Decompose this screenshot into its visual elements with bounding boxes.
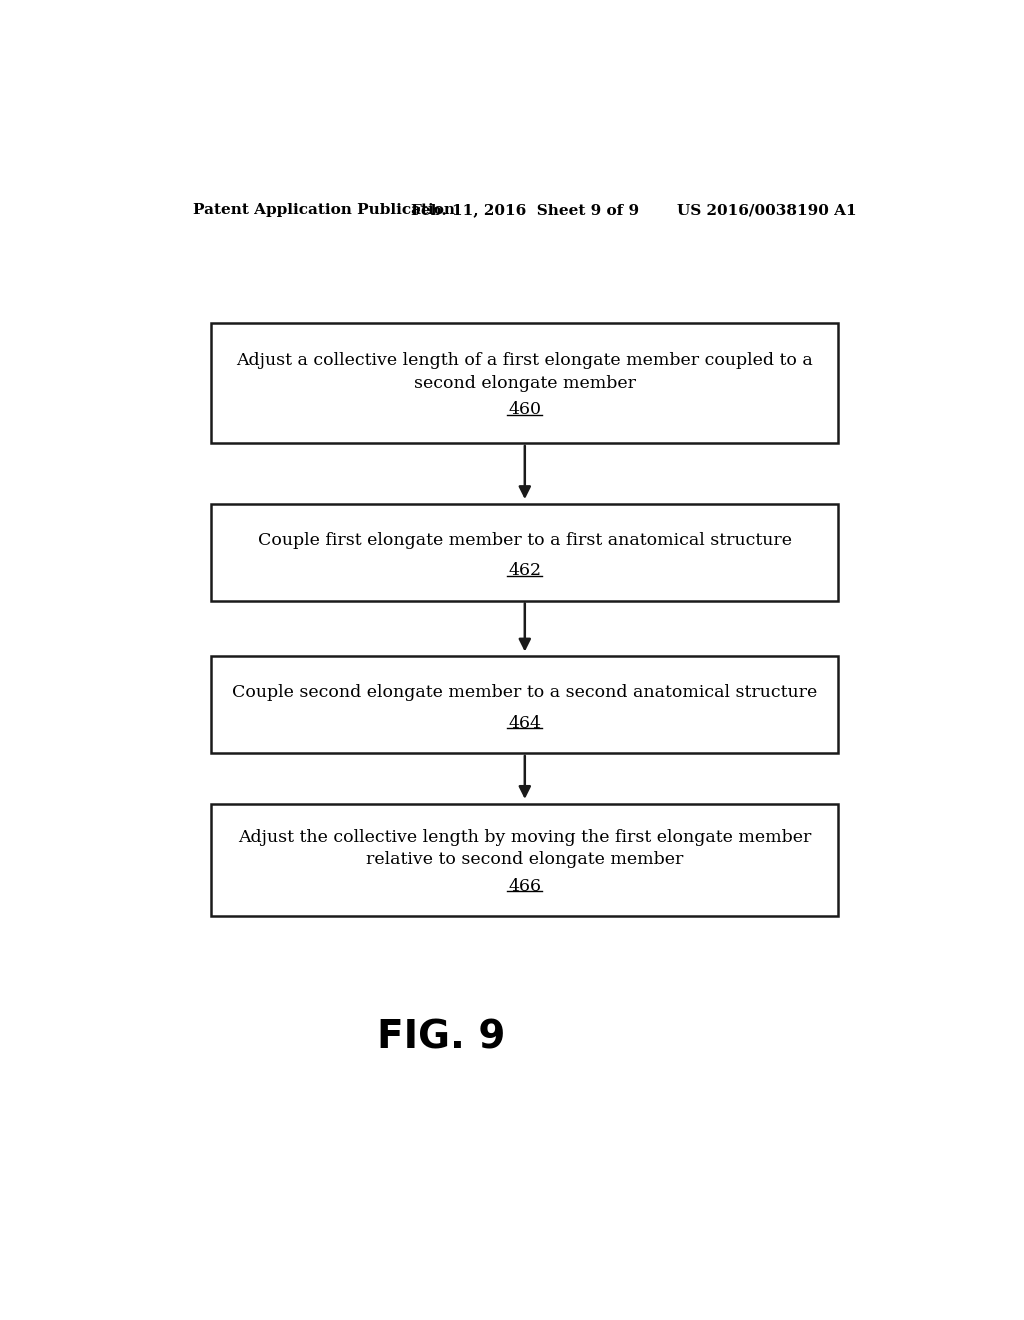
- FancyBboxPatch shape: [211, 656, 839, 752]
- Text: 466: 466: [508, 878, 542, 895]
- Text: Adjust the collective length by moving the first elongate member: Adjust the collective length by moving t…: [239, 829, 811, 846]
- FancyBboxPatch shape: [211, 804, 839, 916]
- Text: 462: 462: [508, 562, 542, 579]
- Text: Couple second elongate member to a second anatomical structure: Couple second elongate member to a secon…: [232, 684, 817, 701]
- Text: FIG. 9: FIG. 9: [377, 1019, 506, 1056]
- Text: relative to second elongate member: relative to second elongate member: [367, 851, 683, 869]
- Text: US 2016/0038190 A1: US 2016/0038190 A1: [677, 203, 856, 216]
- Text: Feb. 11, 2016  Sheet 9 of 9: Feb. 11, 2016 Sheet 9 of 9: [411, 203, 639, 216]
- Text: 464: 464: [508, 714, 542, 731]
- FancyBboxPatch shape: [211, 323, 839, 444]
- FancyBboxPatch shape: [211, 504, 839, 601]
- Text: Patent Application Publication: Patent Application Publication: [194, 203, 455, 216]
- Text: Couple first elongate member to a first anatomical structure: Couple first elongate member to a first …: [258, 532, 792, 549]
- Text: 460: 460: [508, 401, 542, 418]
- Text: second elongate member: second elongate member: [414, 375, 636, 392]
- Text: Adjust a collective length of a first elongate member coupled to a: Adjust a collective length of a first el…: [237, 352, 813, 370]
